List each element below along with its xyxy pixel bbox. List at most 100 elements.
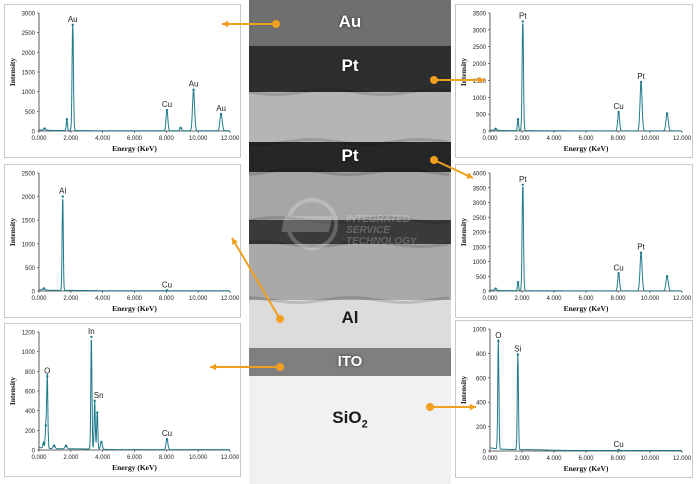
spectrum-peak — [639, 80, 643, 84]
x-tick-label: 10.000 — [189, 136, 208, 142]
y-tick-label: 1500 — [22, 219, 36, 225]
y-tick-label: 500 — [25, 110, 36, 116]
peak-label-in: In — [88, 327, 95, 336]
layer-pt2 — [249, 142, 451, 172]
x-tick-label: 4.000 — [95, 455, 111, 461]
peak-label-o: O — [495, 331, 501, 340]
y-axis-label: Intensity — [459, 58, 468, 87]
peak-label-au: Au — [216, 104, 226, 113]
layer-texture — [249, 87, 450, 304]
x-tick-label: 10.000 — [189, 296, 208, 302]
x-tick-label: 10.000 — [189, 455, 208, 461]
x-tick-label: 2.000 — [514, 296, 530, 302]
spectrum-line — [39, 199, 230, 292]
spectrum-peak — [64, 444, 68, 448]
spectrum-peak — [90, 335, 93, 339]
layer-label-sio2: SiO2 — [332, 408, 368, 431]
x-tick-label: 12.000 — [673, 136, 692, 142]
y-tick-label: 800 — [25, 370, 36, 376]
x-tick-label: 0.000 — [482, 456, 498, 462]
y-tick-label: 2500 — [22, 172, 36, 178]
layer-sio2 — [249, 376, 451, 484]
spectrum-peak — [497, 340, 500, 343]
y-tick-label: 2000 — [22, 51, 36, 57]
spectrum-peak — [179, 126, 182, 130]
y-tick-label: 200 — [25, 429, 36, 435]
x-tick-label: 10.000 — [641, 136, 660, 142]
ito-spectrum-panel: 0 200 400 600 800 1000 1200 0.000 2.000 4.000 6.00… — [4, 323, 241, 477]
x-tick-label: 10.000 — [641, 456, 660, 462]
spectrum-peak — [61, 195, 64, 198]
spectrum-line — [38, 339, 230, 451]
x-tick-label: 0.000 — [482, 296, 498, 302]
y-tick-label: 1000 — [22, 90, 36, 96]
spectrum-peak — [52, 444, 56, 448]
y-tick-label: 3000 — [22, 12, 36, 18]
y-tick-label: 0 — [483, 290, 487, 296]
layer-label-au: Au — [338, 12, 362, 31]
peak-label-cu: Cu — [162, 100, 172, 109]
y-tick-label: 0 — [483, 130, 487, 136]
spectrum-peak — [93, 399, 96, 403]
y-tick-label: 200 — [476, 425, 487, 431]
y-tick-label: 2500 — [473, 216, 487, 222]
spectrum-line — [490, 186, 682, 292]
layer-boundary — [249, 216, 450, 224]
pt2-spectrum-panel: 0 500 1000 1500 2000 2500 3000 3500 4000 0.000 2.0… — [455, 164, 693, 318]
layer-label-pt2: Pt — [341, 146, 359, 165]
x-tick-label: 6.000 — [127, 136, 143, 142]
x-tick-label: 12.000 — [673, 296, 692, 302]
spectrum-peak — [617, 110, 620, 114]
y-tick-label: 2000 — [473, 231, 487, 237]
y-axis-label: Intensity — [8, 58, 17, 87]
x-tick-label: 4.000 — [546, 136, 562, 142]
y-tick-label: 1500 — [22, 71, 36, 77]
sio2-spectrum-panel: 0 200 400 600 800 1000 0.000 2.000 4.000 6.000 8.0… — [455, 320, 693, 478]
spectrum-peak — [44, 424, 48, 427]
y-tick-label: 1000 — [473, 328, 487, 334]
y-tick-label: 400 — [25, 409, 36, 415]
layer-mid3 — [249, 244, 451, 300]
y-tick-label: 2000 — [22, 195, 36, 201]
y-tick-label: 600 — [476, 376, 487, 382]
layer-label-pt1: Pt — [341, 56, 359, 75]
x-tick-label: 2.000 — [514, 456, 530, 462]
spectrum-peak — [165, 289, 169, 292]
peak-label-cu: Cu — [614, 263, 624, 272]
y-tick-label: 600 — [25, 390, 36, 396]
x-tick-label: 8.000 — [610, 136, 626, 142]
x-tick-label: 8.000 — [159, 296, 175, 302]
spectrum-peak — [219, 112, 223, 116]
x-axis-label: Energy (KeV) — [564, 304, 609, 313]
spectrum-peak — [494, 287, 497, 290]
spectrum-peak — [516, 280, 520, 284]
layer-boundary — [249, 168, 450, 177]
x-tick-label: 6.000 — [578, 136, 594, 142]
x-tick-label: 6.000 — [578, 296, 594, 302]
peak-label-au: Au — [189, 80, 199, 89]
spectrum-line — [490, 23, 682, 132]
x-tick-label: 8.000 — [610, 296, 626, 302]
y-axis-label: Intensity — [459, 218, 468, 247]
layer-mid2 — [249, 172, 451, 220]
x-axis-label: Energy (KeV) — [564, 144, 609, 153]
y-tick-label: 400 — [476, 401, 487, 407]
y-tick-label: 1200 — [22, 331, 36, 337]
x-tick-label: 8.000 — [159, 136, 175, 142]
y-tick-label: 1000 — [22, 242, 36, 248]
y-tick-label: 800 — [476, 352, 487, 358]
spectrum-peak — [617, 448, 620, 452]
layer-label-al: Al — [341, 308, 359, 327]
au-spectrum-svg: 0 500 1000 1500 2000 2500 3000 0.000 2.000 4.000 6… — [8, 12, 240, 154]
x-tick-label: 2.000 — [63, 296, 79, 302]
layer-mid1 — [249, 92, 451, 142]
layer-label-subscript: 2 — [361, 418, 368, 431]
x-tick-label: 12.000 — [221, 455, 240, 461]
y-tick-label: 3500 — [473, 186, 487, 192]
y-tick-label: 1000 — [473, 260, 487, 266]
spectrum-peak — [42, 442, 45, 446]
spectrum-peak — [65, 118, 69, 121]
x-tick-label: 4.000 — [95, 296, 111, 302]
y-tick-label: 4000 — [473, 172, 487, 178]
spectrum-peak — [165, 437, 169, 441]
